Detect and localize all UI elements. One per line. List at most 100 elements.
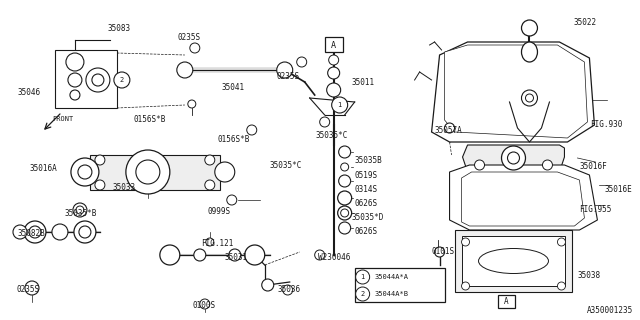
Circle shape: [71, 158, 99, 186]
Text: 35016F: 35016F: [579, 162, 607, 171]
Circle shape: [24, 221, 46, 243]
Circle shape: [70, 90, 80, 100]
Text: A: A: [504, 298, 509, 307]
Text: 0626S: 0626S: [355, 198, 378, 207]
Ellipse shape: [522, 42, 538, 62]
Circle shape: [276, 62, 292, 78]
Text: 35031: 35031: [225, 253, 248, 262]
Text: 35035*D: 35035*D: [351, 213, 384, 222]
Circle shape: [66, 53, 84, 71]
Text: 0235S: 0235S: [276, 71, 300, 81]
Text: 0156S*B: 0156S*B: [218, 134, 250, 143]
Circle shape: [557, 282, 566, 290]
Ellipse shape: [479, 249, 548, 274]
Text: A350001235: A350001235: [587, 306, 634, 315]
Text: 35016A: 35016A: [30, 164, 58, 172]
Circle shape: [76, 206, 84, 214]
Text: 35035*C: 35035*C: [269, 161, 302, 170]
Circle shape: [78, 165, 92, 179]
Text: A: A: [331, 41, 336, 50]
Circle shape: [339, 222, 351, 234]
Circle shape: [95, 155, 105, 165]
Text: FIG.930: FIG.930: [591, 119, 623, 129]
Text: 2: 2: [120, 77, 124, 83]
Text: 0156S*B: 0156S*B: [134, 115, 166, 124]
Polygon shape: [449, 165, 597, 230]
Text: 35022: 35022: [573, 18, 596, 27]
Circle shape: [356, 270, 370, 284]
Circle shape: [177, 62, 193, 78]
Text: 35016E: 35016E: [604, 185, 632, 194]
Circle shape: [73, 203, 87, 217]
Bar: [461, 236, 566, 286]
Text: 35046: 35046: [18, 87, 41, 97]
Circle shape: [52, 224, 68, 240]
Bar: [355, 268, 445, 302]
Circle shape: [215, 162, 235, 182]
Text: 35044A*A: 35044A*A: [374, 274, 408, 280]
Text: 35044A*B: 35044A*B: [374, 291, 408, 297]
Circle shape: [328, 67, 340, 79]
Circle shape: [79, 226, 91, 238]
Text: 0999S: 0999S: [208, 207, 231, 217]
Polygon shape: [431, 42, 595, 142]
Bar: [454, 230, 572, 292]
Circle shape: [136, 160, 160, 184]
Text: 0100S: 0100S: [193, 301, 216, 310]
Circle shape: [190, 43, 200, 53]
Circle shape: [247, 125, 257, 135]
Circle shape: [557, 238, 566, 246]
Circle shape: [326, 83, 340, 97]
Circle shape: [461, 238, 470, 246]
Circle shape: [283, 285, 292, 295]
Circle shape: [188, 100, 196, 108]
Circle shape: [522, 20, 538, 36]
Polygon shape: [461, 172, 584, 226]
Circle shape: [74, 221, 96, 243]
Circle shape: [338, 206, 351, 220]
Text: 35011: 35011: [351, 77, 375, 86]
Circle shape: [114, 72, 130, 88]
Text: 2: 2: [360, 291, 365, 297]
Circle shape: [339, 175, 351, 187]
Text: 1: 1: [360, 274, 365, 280]
Circle shape: [92, 74, 104, 86]
Circle shape: [95, 180, 105, 190]
Text: 35041: 35041: [222, 83, 245, 92]
Circle shape: [338, 191, 351, 205]
Circle shape: [339, 146, 351, 158]
Text: 1: 1: [337, 102, 342, 108]
Text: 35035*C: 35035*C: [316, 131, 348, 140]
Circle shape: [315, 250, 324, 260]
Circle shape: [194, 249, 206, 261]
Circle shape: [205, 155, 215, 165]
Circle shape: [340, 163, 349, 171]
Text: 35057A: 35057A: [435, 125, 462, 134]
Circle shape: [25, 281, 39, 295]
Text: 35038: 35038: [577, 271, 600, 281]
Text: 35083: 35083: [108, 23, 131, 33]
Circle shape: [445, 123, 454, 133]
Bar: [324, 37, 342, 52]
Circle shape: [206, 238, 214, 246]
Text: 35082B: 35082B: [18, 229, 45, 238]
Circle shape: [205, 180, 215, 190]
Text: 0314S: 0314S: [355, 185, 378, 194]
Text: W230046: W230046: [317, 253, 350, 262]
Circle shape: [340, 209, 349, 217]
Circle shape: [502, 146, 525, 170]
Circle shape: [525, 94, 534, 102]
Circle shape: [262, 279, 274, 291]
Polygon shape: [445, 45, 588, 138]
Circle shape: [297, 57, 307, 67]
Circle shape: [200, 299, 210, 309]
Text: 35035B: 35035B: [355, 156, 383, 164]
Text: 35036: 35036: [278, 285, 301, 294]
Bar: [497, 295, 515, 308]
Circle shape: [244, 245, 265, 265]
Circle shape: [68, 73, 82, 87]
Circle shape: [543, 160, 552, 170]
Circle shape: [356, 287, 370, 301]
Text: FIG.955: FIG.955: [579, 205, 612, 214]
Circle shape: [320, 117, 330, 127]
